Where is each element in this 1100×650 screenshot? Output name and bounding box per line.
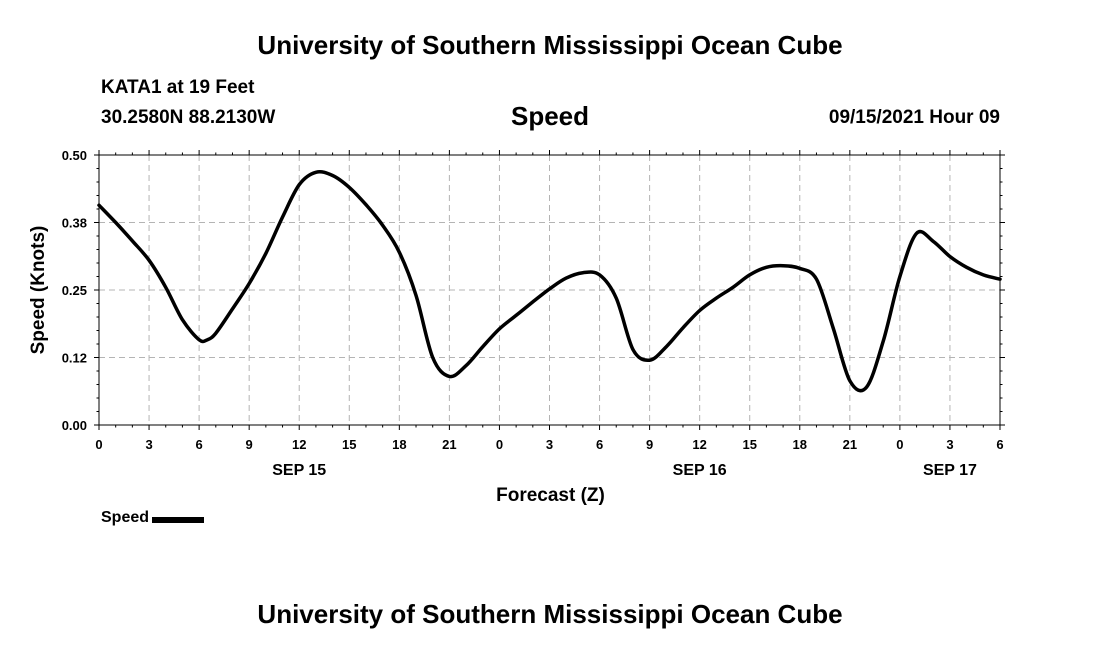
y-tick-label: 0.25 — [62, 283, 87, 298]
x-tick-label: 9 — [646, 437, 653, 452]
x-tick-label: 12 — [292, 437, 306, 452]
y-axis-title: Speed (Knots) — [28, 226, 49, 355]
x-tick-label: 6 — [996, 437, 1003, 452]
forecast-datetime: 09/15/2021 Hour 09 — [828, 107, 1000, 128]
x-date-label: SEP 15 — [272, 462, 326, 479]
station-label: KATA1 at 19 Feet — [101, 77, 255, 98]
x-tick-label: 0 — [896, 437, 903, 452]
x-tick-label: 6 — [596, 437, 603, 452]
x-tick-label: 9 — [246, 437, 253, 452]
legend-swatch — [152, 516, 205, 523]
station-coordinates: 30.2580N 88.2130W — [101, 107, 276, 128]
x-tick-label: 3 — [145, 437, 152, 452]
y-tick-label: 0.50 — [62, 148, 87, 163]
x-date-label: SEP 17 — [923, 462, 977, 479]
chart-title: Speed — [510, 101, 590, 131]
x-tick-label: 3 — [946, 437, 953, 452]
x-tick-label: 18 — [793, 437, 807, 452]
x-date-label: SEP 16 — [673, 462, 727, 479]
series-line-speed — [97, 170, 1002, 393]
x-tick-label: 18 — [392, 437, 406, 452]
y-tick-label: 0.12 — [62, 351, 87, 366]
x-tick-label: 21 — [843, 437, 857, 452]
x-tick-label: 3 — [546, 437, 553, 452]
x-tick-label: 15 — [742, 437, 756, 452]
legend-label: Speed — [101, 509, 150, 526]
x-tick-label: 0 — [95, 437, 102, 452]
y-tick-label: 0.38 — [62, 216, 87, 231]
x-tick-label: 12 — [692, 437, 706, 452]
page-title: University of Southern Mississippi Ocean… — [257, 30, 843, 60]
x-tick-label: 6 — [195, 437, 202, 452]
x-tick-label: 21 — [442, 437, 456, 452]
x-tick-label: 0 — [496, 437, 503, 452]
x-tick-label: 15 — [342, 437, 356, 452]
x-axis-title: Forecast (Z) — [496, 485, 605, 506]
legend: Speed — [101, 509, 205, 527]
footer-title: University of Southern Mississippi Ocean… — [257, 599, 843, 629]
y-tick-label: 0.00 — [62, 418, 87, 433]
